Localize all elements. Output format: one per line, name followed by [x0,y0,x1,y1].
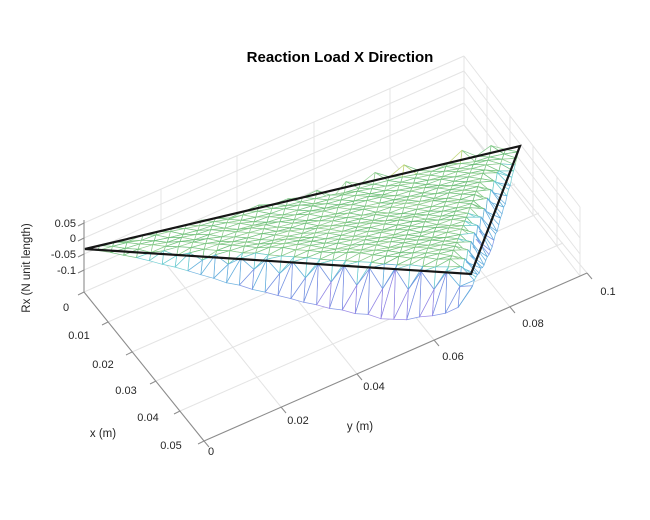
plate-outline-triangle [84,144,522,276]
y-tick-mark [433,339,440,347]
z-tick-label: 0 [70,233,76,245]
mesh-triangle [367,288,383,320]
x-tick-label: 0 [63,302,69,314]
y-tick-label: 0.04 [363,381,384,393]
mesh-triangle [264,273,280,296]
mesh-triangle [393,289,409,321]
mesh-triangle [316,281,332,309]
y-tick-mark [509,306,516,314]
fem-mesh-surface [84,145,521,321]
mesh-triangle [490,189,506,208]
chart-title: Reaction Load X Direction [247,49,434,66]
mesh-triangle [251,258,268,293]
grid-line [463,124,581,277]
mesh-triangle [464,258,480,275]
mesh-triangle [380,268,396,320]
grid-line [463,70,581,223]
mesh-triangle [329,265,345,311]
mesh-triangle [406,271,422,321]
z-tick-mark [77,222,85,227]
mesh-triangle [290,277,306,303]
x-tick-label: 0.03 [115,385,136,397]
mesh-triangle [277,261,293,299]
grid-line [463,86,581,239]
grid-line [83,55,465,224]
x-tick-mark [173,410,181,415]
x-tick-label: 0.04 [137,412,158,424]
x-tick-label: 0.02 [92,359,113,371]
x-axis-label: x (m) [90,428,116,440]
x-tick-mark [125,351,133,356]
x-tick-mark [101,321,109,326]
mesh-triangle [432,271,448,317]
z-tick-label: -0.05 [51,249,76,261]
y-tick-label: 0 [208,446,214,458]
y-axis-label: y (m) [347,421,373,433]
x-tick-mark [77,291,85,296]
mesh-triangle [161,255,178,268]
mesh-triangle [239,269,255,290]
y-tick-label: 0.08 [522,318,543,330]
mesh-triangle [200,254,216,279]
mesh-triangle [136,252,152,262]
x-tick-label: 0.05 [160,440,181,452]
z-tick-mark [77,269,85,274]
y-tick-mark [586,272,593,280]
mesh-triangle [487,197,503,219]
grid-line [160,257,282,408]
z-tick-label: 0.05 [55,218,76,230]
grid-line [179,242,564,412]
mesh-triangle [213,263,229,284]
mesh-triangle [457,285,473,308]
mesh-triangle [341,284,358,314]
mesh-triangle [226,257,242,286]
y-tick-mark [356,373,363,381]
mesh-triangle [354,268,371,315]
x-tick-mark [197,440,205,445]
mesh-triangle [187,259,203,276]
x-tick-label: 0.01 [68,330,89,342]
grid-line [83,86,465,255]
plate-boundary-outline [84,144,522,276]
y-axis-line [203,272,588,442]
x-tick-mark [149,380,157,385]
z-tick-label: -0.1 [57,265,76,277]
tick-labels: 0 0.01 0.02 0.03 0.04 0.05 0 0.02 0.04 0.06 0.08 0.… [51,218,616,458]
axis-lines [77,220,593,448]
y-tick-label: 0.06 [442,351,463,363]
y-tick-label: 0.1 [600,286,615,298]
y-tick-mark [203,440,210,448]
z-tick-mark [77,237,85,242]
mesh-triangle [444,286,461,314]
z-axis-label: Rx (N unit length) [21,223,33,313]
y-tick-label: 0.02 [287,415,308,427]
x-axis-line [83,291,205,442]
y-tick-mark [280,406,287,414]
z-tick-mark [77,253,85,258]
grid-line [463,102,581,255]
grid-line [463,55,581,208]
grid-line [83,70,465,239]
mesh-triangle [303,263,319,306]
grid-line [463,124,588,274]
mesh-triangle [174,252,190,272]
mesh-triangle [419,289,435,318]
